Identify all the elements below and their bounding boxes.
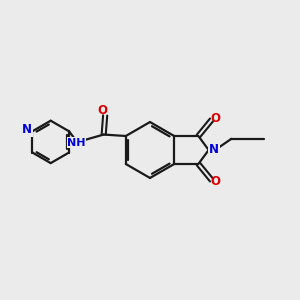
Text: NH: NH bbox=[68, 138, 86, 148]
Text: O: O bbox=[97, 104, 107, 117]
Text: N: N bbox=[22, 123, 32, 136]
Text: O: O bbox=[210, 175, 220, 188]
Text: O: O bbox=[210, 112, 220, 125]
Text: N: N bbox=[209, 143, 219, 157]
